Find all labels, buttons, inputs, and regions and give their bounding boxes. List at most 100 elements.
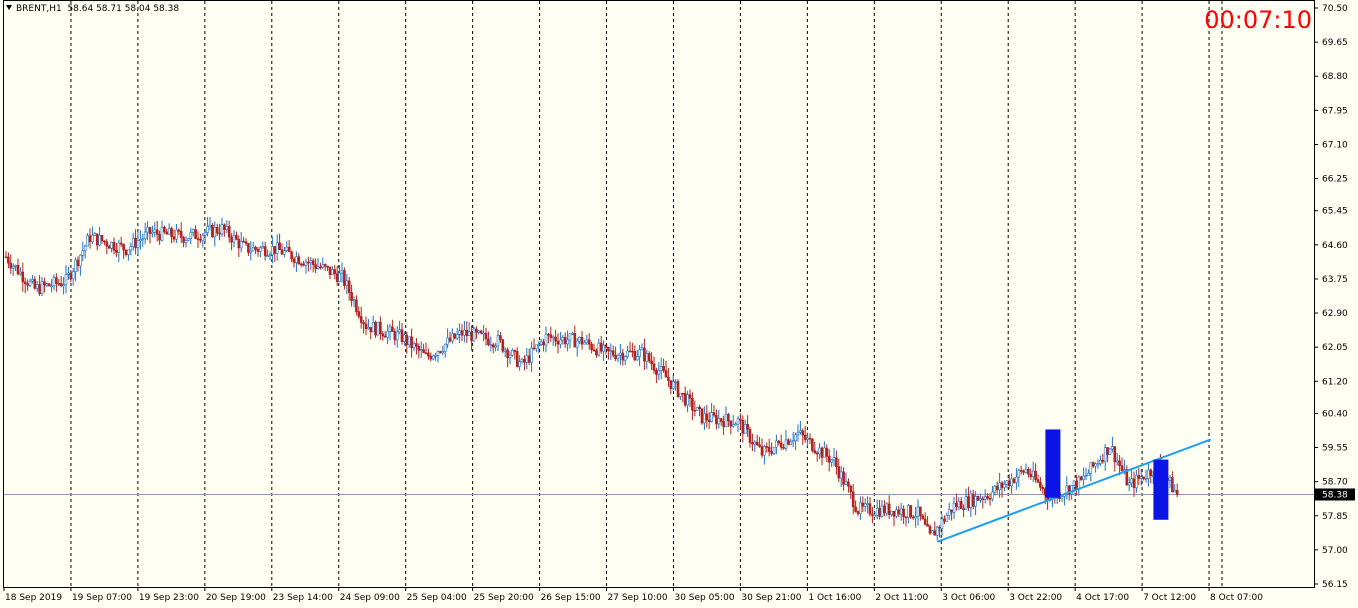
candle-body bbox=[335, 273, 339, 282]
candle-body bbox=[220, 224, 224, 235]
candle-body bbox=[748, 428, 752, 443]
x-tick-label: 18 Sep 2019 bbox=[5, 593, 62, 603]
candle-body bbox=[602, 344, 605, 352]
candle-body bbox=[698, 406, 701, 409]
candle-body bbox=[100, 235, 104, 242]
candle-body bbox=[885, 503, 889, 514]
candle-body bbox=[431, 355, 435, 360]
candle-body bbox=[249, 250, 253, 253]
candle-body bbox=[4, 256, 8, 259]
candle-body bbox=[652, 363, 656, 371]
price-tag-box bbox=[1315, 488, 1355, 501]
vertical-grid bbox=[70, 1, 1223, 587]
candle-body bbox=[1017, 470, 1021, 478]
candle-body bbox=[110, 241, 113, 249]
candle-body bbox=[1139, 476, 1143, 479]
candle-body bbox=[736, 418, 740, 425]
candle-body bbox=[871, 513, 874, 516]
x-tick-label: 23 Sep 14:00 bbox=[273, 593, 333, 603]
candle-body bbox=[189, 232, 193, 239]
candle-body bbox=[57, 283, 61, 285]
candle-body bbox=[772, 446, 776, 454]
candle-body bbox=[424, 352, 428, 354]
candle-body bbox=[1120, 465, 1124, 471]
candle-body bbox=[323, 264, 327, 267]
candle-body bbox=[91, 235, 94, 242]
candle-body bbox=[285, 246, 289, 252]
x-tick-label: 27 Sep 10:00 bbox=[608, 593, 668, 603]
candle-body bbox=[839, 471, 843, 479]
candle-body bbox=[350, 292, 353, 302]
candle-body bbox=[688, 394, 692, 399]
candle-body bbox=[11, 265, 15, 269]
candle-body bbox=[955, 502, 958, 508]
candle-body bbox=[477, 330, 481, 333]
candle-body bbox=[319, 266, 322, 269]
candle-body bbox=[254, 246, 257, 250]
y-tick-label: 59.55 bbox=[1322, 444, 1348, 454]
candle-body bbox=[1135, 475, 1138, 488]
dropdown-triangle-icon[interactable] bbox=[6, 5, 12, 10]
plot-frame bbox=[3, 0, 1315, 588]
candle-body bbox=[1125, 469, 1129, 486]
candle-body bbox=[237, 238, 241, 249]
candle-body bbox=[820, 447, 824, 458]
candle-body bbox=[767, 446, 771, 452]
candle-body bbox=[729, 420, 733, 427]
candle-body bbox=[321, 264, 325, 268]
candle-body bbox=[664, 370, 668, 378]
candle-body bbox=[316, 266, 320, 269]
candle-body bbox=[290, 251, 293, 260]
candle-body bbox=[868, 503, 872, 515]
candle-body bbox=[911, 516, 915, 519]
candle-body bbox=[263, 246, 267, 257]
candle-body bbox=[76, 259, 80, 267]
candle-body bbox=[415, 343, 418, 347]
candle-body bbox=[232, 235, 236, 243]
price-tag-label: 58.38 bbox=[1322, 490, 1348, 500]
candle-body bbox=[945, 515, 949, 522]
y-tick-label: 70.50 bbox=[1322, 4, 1348, 14]
candle-body bbox=[535, 344, 538, 350]
candle-body bbox=[407, 336, 411, 345]
candle-body bbox=[566, 339, 569, 345]
y-tick-label: 66.25 bbox=[1322, 175, 1348, 185]
x-tick-label: 20 Sep 19:00 bbox=[206, 593, 266, 603]
candle-body bbox=[506, 349, 509, 359]
candle-body bbox=[494, 345, 497, 348]
candle-body bbox=[275, 242, 279, 254]
candle-body bbox=[998, 482, 1001, 491]
candle-body bbox=[491, 344, 495, 348]
candle-body bbox=[511, 350, 514, 356]
candle-body bbox=[439, 351, 442, 353]
candle-body bbox=[806, 437, 809, 440]
candle-body bbox=[734, 423, 737, 426]
candle-body bbox=[861, 502, 865, 507]
candle-body bbox=[1089, 462, 1093, 474]
candle-body bbox=[1130, 478, 1133, 484]
candle-body bbox=[175, 229, 178, 240]
candle-body bbox=[609, 350, 613, 352]
candle-body bbox=[1087, 472, 1090, 477]
candle-body bbox=[129, 246, 133, 251]
candle-body bbox=[746, 424, 749, 430]
candle-body bbox=[391, 326, 394, 332]
candle-body bbox=[314, 264, 317, 269]
candle-body bbox=[604, 344, 608, 348]
y-tick-label: 69.65 bbox=[1322, 38, 1348, 48]
candle-body bbox=[599, 342, 603, 352]
candle-body bbox=[719, 418, 723, 422]
candle-body bbox=[635, 356, 639, 361]
chart-header: BRENT,H1 58.64 58.71 58.04 58.38 bbox=[6, 4, 179, 14]
x-tick-label: 19 Sep 07:00 bbox=[72, 593, 132, 603]
candle-body bbox=[1147, 469, 1150, 479]
candle-body bbox=[1103, 447, 1107, 462]
candle-body bbox=[727, 414, 730, 422]
candle-body bbox=[859, 502, 862, 514]
candle-body bbox=[1101, 459, 1105, 462]
candle-body bbox=[693, 409, 697, 412]
candle-body bbox=[115, 250, 118, 253]
candle-body bbox=[1034, 470, 1037, 480]
candle-body bbox=[787, 439, 790, 445]
